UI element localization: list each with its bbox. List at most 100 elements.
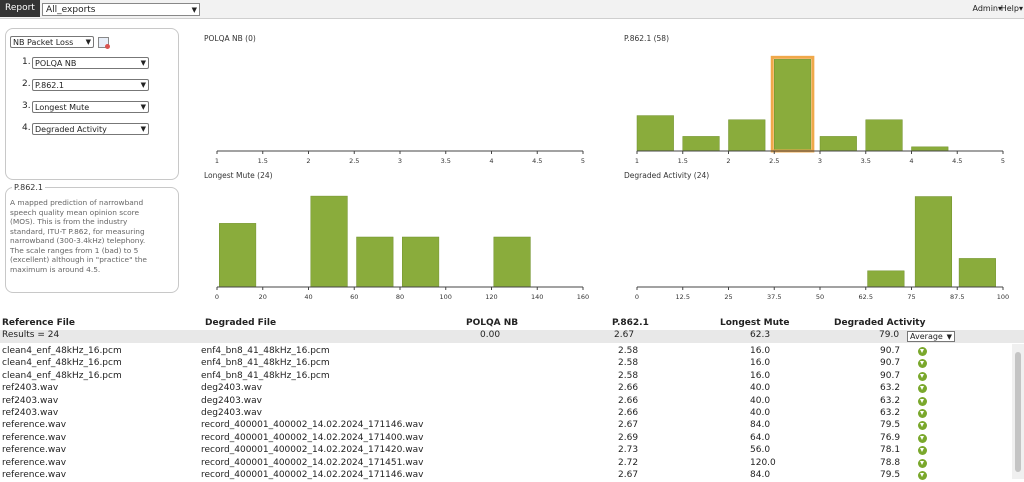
metric-select-4[interactable]: Degraded Activity ▼ (32, 123, 149, 135)
cell-mute: 84.0 (750, 470, 771, 480)
histogram-bar[interactable] (914, 196, 953, 288)
x-tick-label: 5 (581, 157, 585, 165)
table-row[interactable]: reference.wav record_400001_400002_14.02.… (0, 433, 1010, 445)
table-row[interactable]: ref2403.wav deg2403.wav 2.66 40.0 63.2 (0, 383, 1010, 395)
download-icon[interactable] (918, 396, 927, 406)
download-icon[interactable] (918, 471, 927, 480)
histogram-bar[interactable] (219, 223, 257, 288)
histogram-bar[interactable] (493, 236, 531, 288)
x-tick-label: 2.5 (349, 157, 359, 165)
histogram-bar[interactable] (865, 119, 903, 152)
x-tick-label: 50 (816, 293, 824, 301)
histogram-degraded-activity: 0 12.5 25 37.5 50 62.5 75 87.5 100 (635, 196, 1009, 301)
download-icon[interactable] (918, 347, 927, 356)
histogram-bar[interactable] (728, 119, 766, 152)
download-icon[interactable] (918, 458, 927, 468)
download-icon[interactable] (918, 409, 927, 418)
export-select[interactable]: All_exports ▼ (42, 3, 200, 16)
metric-index: 4. (22, 123, 31, 133)
download-icon[interactable] (918, 359, 927, 369)
cell-activity: 79.5 (880, 420, 901, 431)
cell-p862: 2.66 (618, 408, 639, 418)
metric-index: 1. (22, 57, 31, 67)
cell-ref: clean4_enf_48kHz_16.pcm (2, 346, 122, 356)
col-degraded-file[interactable]: Degraded File (205, 318, 277, 328)
metric-select-2[interactable]: P.862.1 ▼ (32, 79, 149, 91)
chart-settings-icon[interactable] (98, 37, 110, 49)
histogram-bar[interactable] (958, 258, 996, 288)
histogram-bar[interactable] (636, 115, 674, 152)
admin-menu[interactable]: Admin▾ (972, 4, 1002, 13)
x-tick-label: 1 (635, 157, 639, 165)
histogram-bar[interactable] (819, 136, 857, 152)
cell-mute: 84.0 (750, 420, 771, 431)
metric-select-3[interactable]: Longest Mute ▼ (32, 101, 149, 113)
cell-ref: reference.wav (2, 457, 67, 468)
chart-title-mute: Longest Mute (24) (204, 171, 273, 180)
table-row[interactable]: ref2403.wav deg2403.wav 2.66 40.0 63.2 (0, 396, 1010, 408)
help-menu[interactable]: Help▾ (1000, 4, 1023, 13)
histogram-bar[interactable] (682, 136, 720, 152)
metric-index: 3. (22, 101, 31, 111)
table-scrollbar[interactable] (1012, 344, 1024, 479)
cell-ref: reference.wav (2, 432, 67, 443)
metric-select-value: Longest Mute (35, 103, 90, 112)
download-icon[interactable] (918, 433, 927, 443)
x-tick-label: 0 (635, 293, 639, 301)
download-icon[interactable] (918, 384, 927, 394)
histogram-bar[interactable] (911, 146, 949, 152)
table-row[interactable]: clean4_enf_48kHz_16.pcm enf4_bn8_41_48kHz… (0, 358, 1010, 370)
cell-p862: 2.67 (618, 470, 639, 480)
histogram-polqa-nb: 1 1.5 2 2.5 3 3.5 4 4.5 5 (215, 150, 585, 165)
histogram-bar[interactable] (356, 236, 394, 288)
report-button[interactable]: Report (0, 0, 40, 17)
table-row[interactable]: reference.wav record_400001_400002_14.02.… (0, 470, 1010, 482)
table-row[interactable]: reference.wav record_400001_400002_14.02.… (0, 458, 1010, 470)
results-summary-row: Results = 24 0.00 2.67 62.3 79.0 Average… (0, 330, 1024, 343)
col-p862[interactable]: P.862.1 (612, 318, 649, 328)
x-tick-label: 2 (306, 157, 310, 165)
table-row[interactable]: reference.wav record_400001_400002_14.02.… (0, 445, 1010, 457)
x-tick-label: 100 (440, 293, 452, 301)
table-row[interactable]: clean4_enf_48kHz_16.pcm enf4_bn8_41_48kHz… (0, 346, 1010, 358)
histogram-bar[interactable] (774, 59, 812, 152)
cell-ref: ref2403.wav (2, 395, 59, 406)
chevron-down-icon: ▼ (140, 125, 146, 133)
export-select-value: All_exports (46, 5, 96, 15)
cell-activity: 63.2 (880, 408, 901, 418)
histogram-bar[interactable] (402, 236, 440, 288)
x-tick-label: 4 (909, 157, 913, 165)
download-icon[interactable] (918, 371, 927, 381)
cell-activity: 90.7 (880, 358, 901, 369)
download-icon[interactable] (918, 421, 927, 431)
cell-activity: 78.8 (880, 457, 901, 468)
aggregate-select[interactable]: Average ▼ (907, 331, 955, 342)
description-panel (5, 187, 179, 293)
cell-deg: record_400001_400002_14.02.2024_171451.w… (201, 457, 424, 468)
x-tick-label: 60 (350, 293, 358, 301)
cell-deg: deg2403.wav (201, 395, 262, 406)
histogram-bar[interactable] (310, 195, 348, 288)
col-longest-mute[interactable]: Longest Mute (720, 318, 790, 328)
metric-index: 2. (22, 79, 31, 89)
cell-mute: 56.0 (750, 445, 771, 456)
col-degraded-activity[interactable]: Degraded Activity (834, 318, 926, 328)
col-reference-file[interactable]: Reference File (2, 318, 75, 328)
table-row[interactable]: reference.wav record_400001_400002_14.02.… (0, 420, 1010, 432)
x-tick-label: 25 (724, 293, 732, 301)
x-tick-label: 3 (818, 157, 822, 165)
cell-deg: enf4_bn8_41_48kHz_16.pcm (201, 346, 330, 356)
col-polqa-nb[interactable]: POLQA NB (466, 318, 519, 328)
cell-mute: 16.0 (750, 370, 771, 381)
cell-ref: ref2403.wav (2, 408, 59, 418)
scrollbar-thumb[interactable] (1015, 352, 1021, 472)
table-row[interactable]: clean4_enf_48kHz_16.pcm enf4_bn8_41_48kHz… (0, 371, 1010, 383)
histogram-bar[interactable] (867, 270, 905, 288)
table-row[interactable]: ref2403.wav deg2403.wav 2.66 40.0 63.2 (0, 408, 1010, 420)
x-tick-label: 4 (489, 157, 493, 165)
metric-select-1[interactable]: POLQA NB ▼ (32, 57, 149, 69)
mode-select[interactable]: NB Packet Loss ▼ (10, 36, 94, 48)
cell-activity: 90.7 (880, 346, 901, 356)
download-icon[interactable] (918, 446, 927, 456)
cell-ref: ref2403.wav (2, 383, 59, 394)
